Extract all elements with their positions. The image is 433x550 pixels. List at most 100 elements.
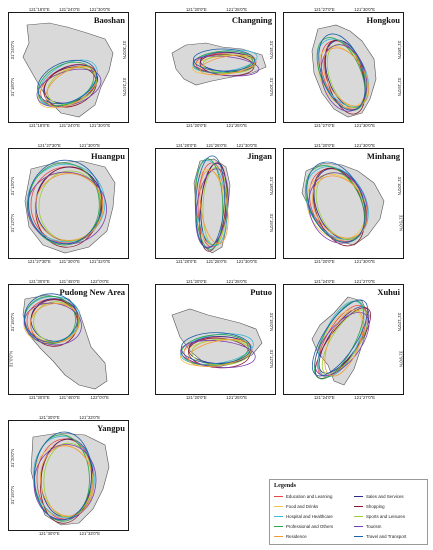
tick-label: 121°33'0"E (79, 415, 101, 420)
tick-label: 31°10'0"N (269, 77, 275, 97)
tick-label: 31°18'0"N (397, 40, 403, 60)
legend-item: Hospital and Healthcare (274, 514, 333, 519)
tick-label: 31°12'0"N (269, 349, 275, 369)
tick-label: 121°18'0"E (28, 123, 50, 128)
ellipse-travel-and-transport (180, 332, 252, 364)
ellipse-travel-and-transport (306, 161, 366, 243)
legend-label: Hospital and Healthcare (286, 514, 333, 519)
panel-title: Huangpu (90, 151, 125, 161)
tick-label: 121°30'0"E (236, 259, 258, 264)
tick-label: 31°12'0"N (9, 213, 15, 233)
tick-label: 121°30'0"E (59, 259, 80, 264)
legend-swatch (354, 526, 363, 528)
ellipse-residence (40, 445, 94, 517)
tick-label: 121°25'0"E (206, 143, 227, 148)
tick-label: 121°45'0"E (59, 279, 80, 284)
panel-title: Baoshan (93, 15, 125, 25)
ellipse-professional-and-others (314, 300, 364, 380)
tick-label: 121°30'0"E (354, 143, 376, 148)
tick-label: 121°24'0"E (313, 279, 335, 284)
tick-label: 121°25'0"E (226, 279, 248, 284)
tick-label: 31°18'0"N (269, 176, 275, 196)
legend-item: Education and Learning (274, 494, 332, 499)
ellipse-tourism (314, 312, 370, 376)
tick-label: 31°18'0"N (9, 77, 15, 97)
legend-label: Food and Drinks (286, 504, 319, 509)
legend-swatch (354, 506, 363, 508)
panel-title: Pudong New Area (59, 287, 126, 297)
tick-label: 121°24'0"E (59, 123, 80, 128)
legend-swatch (274, 516, 283, 518)
ellipse-tourism (36, 68, 102, 108)
legend-swatch (354, 496, 363, 498)
ellipse-tourism (195, 168, 229, 248)
ellipse-travel-and-transport (37, 59, 97, 105)
legend-label: Travel and Transport (366, 534, 407, 539)
legend-label: Professional and Others (286, 524, 334, 529)
district-map (30, 431, 110, 526)
ellipse-shopping (35, 166, 101, 248)
tick-label: 121°20'0"E (313, 143, 335, 148)
legend-item: Sales and Services (354, 494, 404, 499)
tick-label: 121°20'0"E (185, 7, 207, 12)
ellipse-travel-and-transport (312, 299, 368, 377)
tick-label: 31°24'0"N (9, 40, 15, 60)
tick-label: 121°30'0"E (79, 143, 101, 148)
ellipse-residence (34, 173, 104, 241)
tick-label: 121°27'0"E (313, 123, 335, 128)
panel-title: Changning (231, 15, 272, 25)
legend-item: Shopping (354, 504, 385, 509)
ellipse-residence (199, 54, 257, 76)
ellipse-sports-and-leisures (38, 170, 102, 242)
map-panel-baoshan: Baoshan 121°18'0"E 121°24'0"E 121°30'0"E 121… (8, 7, 129, 128)
legend-swatch (274, 536, 283, 538)
tick-label: 121°20'0"E (185, 279, 207, 284)
legend-swatch (274, 526, 283, 528)
ellipse-residence (45, 66, 97, 108)
legend-item: Travel and Transport (354, 534, 406, 539)
tick-label: 31°30'0"N (122, 40, 128, 60)
ellipse-shopping (43, 66, 97, 108)
ellipse-professional-and-others (305, 165, 365, 243)
ellipse-sports-and-leisures (43, 442, 93, 518)
ellipse-sports-and-leisures (321, 309, 369, 375)
tick-label: 121°24'0"E (313, 395, 335, 400)
legend-item: Food and Drinks (274, 504, 318, 509)
legend-item: Residence (274, 534, 307, 539)
ellipse-travel-and-transport (193, 48, 255, 72)
panel-title: Putuo (250, 287, 272, 297)
tick-label: 31°15'0"N (269, 40, 275, 60)
district-map (311, 24, 377, 118)
ellipse-tourism (320, 44, 368, 112)
legend-label: Sales and Services (366, 494, 404, 499)
legend-swatch (354, 516, 363, 518)
district-map (22, 22, 114, 118)
legend-label: Education and Learning (286, 494, 333, 499)
map-panel-xuhui: Xuhui 121°24'0"E 121°27'0"E 121°24'0"E 121°2… (283, 279, 404, 400)
district-map (193, 155, 231, 254)
legend-label: Tourism (366, 524, 382, 529)
tick-label: 121°30'0"E (38, 415, 60, 420)
tick-label: 31°20'0"N (9, 448, 15, 468)
district-map (171, 308, 263, 369)
legend-swatch (354, 536, 363, 538)
panel-title: Jingan (247, 151, 272, 161)
tick-label: 121°33'0"E (79, 531, 101, 536)
tick-label: 31°15'0"N (269, 213, 275, 233)
tick-label: 31°13'0"N (9, 176, 15, 196)
tick-label: 121°20'0"E (185, 123, 207, 128)
legend-item: Sports and Leisures (354, 514, 405, 519)
ellipse-hospital-and-healthcare (23, 296, 81, 342)
ellipse-professional-and-others (181, 334, 249, 366)
district-map (171, 42, 267, 86)
legend-label: Shopping (366, 504, 385, 509)
legend-item: Tourism (354, 524, 381, 529)
tick-label: 121°20'0"E (313, 259, 335, 264)
tick-label: 121°30'0"E (28, 395, 50, 400)
tick-label: 121°30'0"E (89, 123, 111, 128)
district-map (22, 293, 108, 390)
ellipse-residence (30, 303, 80, 343)
district-map (311, 296, 371, 386)
legend-swatch (274, 506, 283, 508)
tick-label: 122°0'0"E (90, 395, 109, 400)
